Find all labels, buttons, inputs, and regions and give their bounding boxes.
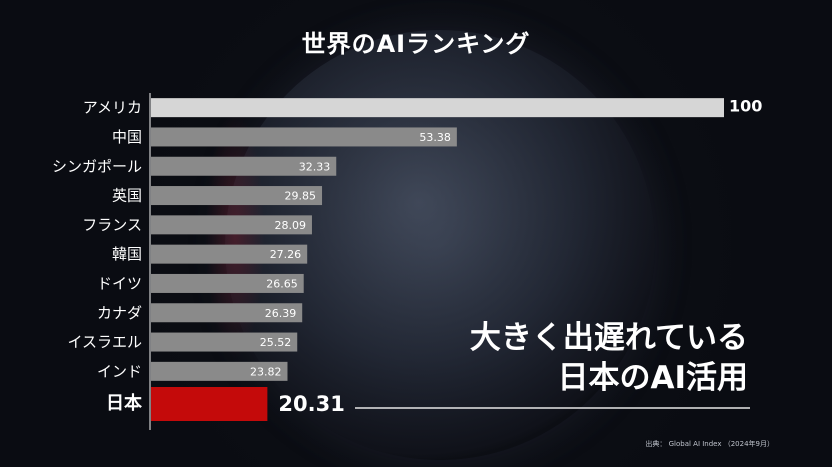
annotation-line-2: 日本のAI活用 <box>557 360 748 396</box>
chart-title: 世界のAIランキング <box>301 30 531 58</box>
value-label-1: 100 <box>729 97 762 116</box>
bar-11 <box>151 387 268 421</box>
value-label-11: 20.31 <box>278 392 344 416</box>
bar-9 <box>151 332 298 352</box>
category-label-7: ドイツ <box>97 274 142 292</box>
bar-5 <box>151 215 312 235</box>
category-label-9: イスラエル <box>67 333 142 351</box>
category-label-3: シンガポール <box>52 157 142 175</box>
value-label-4: 29.85 <box>285 190 317 203</box>
category-label-4: 英国 <box>112 187 142 205</box>
annotation-line-1: 大きく出遅れている <box>469 320 748 356</box>
category-label-5: フランス <box>82 216 142 234</box>
bar-10 <box>151 361 288 381</box>
value-label-9: 25.52 <box>260 336 292 349</box>
category-label-11: 日本 <box>106 392 142 414</box>
bar-6 <box>151 244 308 264</box>
annotation-text: 大きく出遅れている 日本のAI活用 <box>470 318 748 398</box>
bar-4 <box>151 186 323 206</box>
category-label-10: インド <box>97 362 142 380</box>
value-label-5: 28.09 <box>274 219 306 232</box>
source-note: 出典： Global AI Index （2024年9月） <box>645 440 774 448</box>
bar-2 <box>151 127 457 147</box>
bar-3 <box>151 156 337 176</box>
value-label-6: 27.26 <box>270 248 302 261</box>
value-label-8: 26.39 <box>265 307 297 320</box>
value-label-2: 53.38 <box>419 131 451 144</box>
bar-8 <box>151 303 303 323</box>
value-label-7: 26.65 <box>266 277 298 290</box>
bar-7 <box>151 273 304 293</box>
bar-1 <box>151 98 724 118</box>
category-label-8: カナダ <box>97 304 142 322</box>
category-label-1: アメリカ <box>83 99 142 117</box>
value-label-10: 23.82 <box>250 365 282 378</box>
category-label-6: 韓国 <box>112 245 142 263</box>
value-label-3: 32.33 <box>299 160 331 173</box>
category-label-2: 中国 <box>112 128 142 146</box>
